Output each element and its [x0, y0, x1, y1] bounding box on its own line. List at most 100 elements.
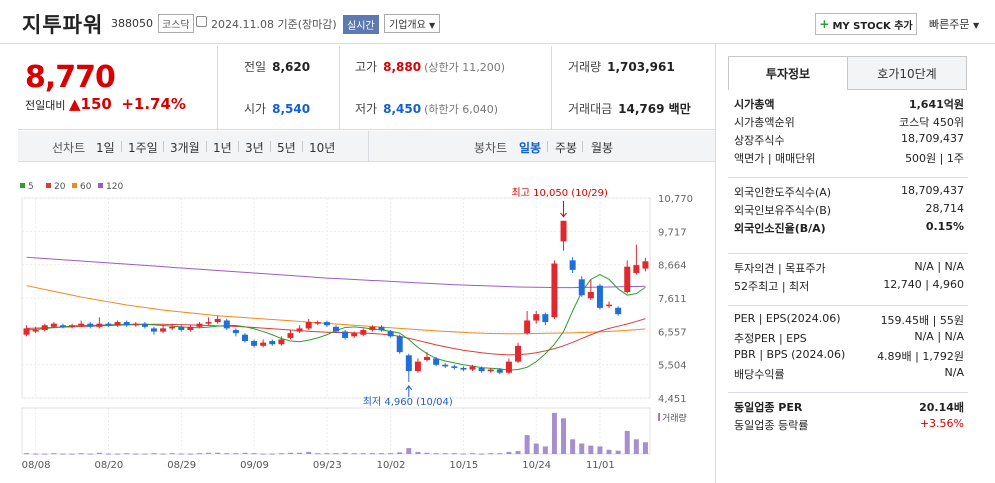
info-label[interactable]: 추정PER | EPS — [734, 332, 807, 345]
info-value: 1,641억원 — [908, 98, 964, 111]
stock-chart[interactable]: 5 20 60 120 10,770 9,717 8,664 7,611 6,557 5,504 4… — [18, 176, 715, 476]
x-tick-label: 09/23 — [313, 460, 342, 471]
volume-bar — [215, 452, 221, 454]
info-label[interactable]: 시가총액 — [734, 98, 775, 111]
info-label[interactable]: 외국인보유주식수(B) — [734, 204, 832, 217]
tab-10year[interactable]: 10년 — [309, 141, 336, 155]
market-badge: 코스닥 — [158, 14, 194, 33]
candle-body — [50, 323, 57, 327]
info-row: 배당수익률 N/A — [734, 366, 964, 382]
info-value: 28,714 — [925, 202, 965, 215]
volume-bar — [324, 453, 330, 455]
info-label[interactable]: 외국인한도주식수(A) — [734, 186, 832, 199]
info-label[interactable]: 동일업종 PER — [734, 401, 803, 414]
volume-bar — [488, 453, 494, 455]
tab-weekly[interactable]: 주봉 — [555, 141, 578, 155]
candle-body — [205, 322, 212, 324]
volume-bar — [542, 446, 548, 454]
tab-1week[interactable]: 1주일 — [128, 141, 158, 155]
info-label[interactable]: 투자의견 | 목표주가 — [734, 262, 826, 275]
change-amount: 150 — [80, 95, 112, 113]
info-value: N/A | N/A — [914, 330, 964, 343]
volume-bar — [124, 453, 130, 455]
candle-body — [132, 323, 139, 326]
mystock-add-button[interactable]: + MY STOCK 추가 — [815, 13, 917, 35]
candle-body — [78, 323, 85, 326]
stock-code: 388050 — [111, 17, 153, 30]
candle-body — [569, 260, 576, 270]
candle-body — [360, 329, 367, 335]
info-label[interactable]: 52주최고 | 최저 — [734, 280, 810, 293]
legend-swatch — [20, 183, 25, 188]
info-label[interactable]: 외국인소진율(B/A) — [734, 222, 826, 235]
info-label[interactable]: 배당수익률 — [734, 368, 785, 381]
candle-body — [41, 325, 48, 330]
chart-svg[interactable]: 5 20 60 120 10,770 9,717 8,664 7,611 6,557 5,504 4… — [18, 176, 715, 476]
candle-body — [624, 266, 631, 293]
company-overview-dropdown[interactable]: 기업개요 ▼ — [384, 14, 441, 33]
info-row: 동일업종 PER 20.14배 — [734, 399, 964, 415]
panel-divider — [715, 44, 716, 483]
volume-bar — [24, 453, 30, 455]
stock-header: 지투파워 388050 코스닥 2024.11.08 기준(장마감) 실시간 기… — [0, 0, 995, 44]
x-tick-label: 10/15 — [449, 460, 478, 471]
info-label[interactable]: 액면가 | 매매단위 — [734, 152, 816, 165]
tab-candle-chart[interactable]: 봉차트 — [474, 141, 508, 155]
x-tick-label: 08/20 — [94, 460, 123, 471]
info-value: 18,709,437 — [901, 132, 964, 145]
section-divider — [728, 392, 968, 393]
tab-monthly[interactable]: 월봉 — [591, 141, 614, 155]
tab-3year[interactable]: 3년 — [245, 141, 264, 155]
candle-body — [323, 322, 330, 326]
low-arrow-head — [405, 385, 413, 391]
tab-3month[interactable]: 3개월 — [170, 141, 200, 155]
info-label[interactable]: PER | EPS(2024.06) — [734, 312, 841, 325]
candle-body — [269, 341, 276, 345]
legend-swatch — [98, 183, 103, 188]
info-row: 투자의견 | 목표주가 N/A | N/A — [734, 260, 964, 276]
tab-1day[interactable]: 1일 — [96, 141, 115, 155]
legend-swatch — [72, 183, 77, 188]
legend-swatch — [46, 183, 51, 188]
candle-body — [150, 328, 157, 332]
volume-bar — [42, 453, 48, 455]
volume-bar — [579, 443, 585, 454]
candle-body — [214, 318, 221, 323]
base-date: 2024.11.08 기준(장마감) — [211, 18, 337, 31]
info-value: 18,709,437 — [901, 184, 964, 197]
tab-daily[interactable]: 일봉 — [519, 141, 542, 155]
divider — [217, 46, 218, 130]
realtime-button[interactable]: 실시간 — [343, 15, 379, 34]
candle-body — [333, 326, 339, 332]
info-label[interactable]: PBR | BPS (2024.06) — [734, 348, 846, 361]
tab-orderbook[interactable]: 호가10단계 — [847, 56, 967, 90]
candle-body — [487, 369, 494, 372]
candle-body — [587, 292, 594, 299]
candle-body — [642, 261, 649, 269]
tab-investment-info[interactable]: 투자정보 — [728, 56, 848, 90]
volume-bar — [369, 453, 375, 455]
tab-1year[interactable]: 1년 — [213, 141, 232, 155]
legend-label: 20 — [54, 182, 66, 192]
candle-body — [469, 366, 476, 370]
divider — [368, 131, 369, 162]
volume-bar — [187, 453, 193, 455]
info-label[interactable]: 동일업종 등락률 — [734, 419, 809, 432]
info-label[interactable]: 시가총액순위 — [734, 116, 795, 129]
candle-body — [32, 329, 39, 332]
volume-bar — [397, 452, 403, 454]
plus-icon: + — [819, 17, 830, 31]
candle-body — [533, 314, 540, 321]
tab-5year[interactable]: 5년 — [277, 141, 296, 155]
volume-bar — [351, 453, 357, 455]
volume-bar — [178, 453, 184, 455]
volume-bar — [115, 453, 121, 455]
volume-bar — [442, 453, 448, 455]
volume-bar — [624, 430, 630, 454]
info-label[interactable]: 상장주식수 — [734, 134, 785, 147]
quick-order-button[interactable]: 빠른주문 ▼ — [929, 16, 979, 32]
candle-body — [615, 307, 622, 315]
tab-line-chart[interactable]: 선차트 — [52, 141, 86, 155]
info-value: 159.45배 | 55원 — [880, 314, 964, 327]
candle-body — [460, 367, 467, 370]
